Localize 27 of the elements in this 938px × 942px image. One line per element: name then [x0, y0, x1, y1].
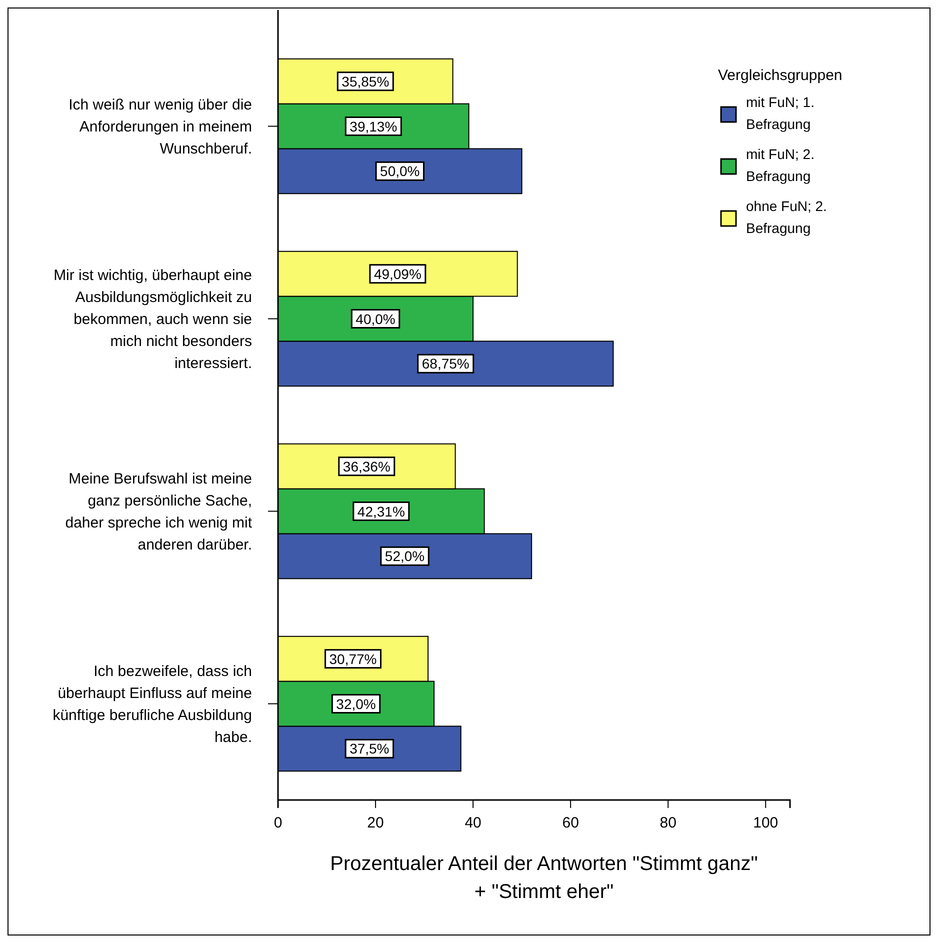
x-axis-title: Prozentualer Anteil der Antworten "Stimmt ganz" + "Stimmt eher" [330, 853, 758, 903]
x-tick-label: 80 [660, 814, 676, 832]
y-tick-label: Ich bezweifele, dass ich überhaupt Einfluss auf meine künftige berufliche Ausbildung habe. [52, 662, 252, 746]
data-label: 30,77% [329, 650, 377, 667]
data-label: 35,85% [342, 73, 390, 90]
data-label: 50,0% [380, 163, 420, 180]
x-tick-label: 40 [464, 814, 482, 832]
data-label: 37,5% [350, 740, 390, 757]
x-tick-label: 20 [367, 814, 384, 832]
legend-label: mit FuN; 1. Befragung [746, 94, 814, 132]
data-label: 39,13% [350, 118, 398, 134]
data-label: 49,09% [374, 266, 422, 282]
y-tick-label: Ich weiß nur wenig über die Anforderungen in meinem Wunschberuf. [68, 96, 252, 158]
data-label: 52,0% [384, 548, 425, 564]
legend-label: ohne FuN; 2. Befragung [746, 198, 827, 236]
data-label: 40,0% [356, 310, 396, 327]
x-tick-label: 60 [562, 814, 579, 832]
y-tick-label: Mir ist wichtig, überhaupt eine Ausbildungsmöglichkeit zu bekommen, auch wenn sie mich nicht besonders interessiert. [54, 266, 252, 372]
x-tick-label: 0 [274, 814, 282, 832]
data-label: 42,31% [357, 503, 405, 520]
legend-label: mit FuN; 2. Befragung [746, 146, 814, 184]
legend-title: Vergleichsgruppen [718, 67, 842, 84]
x-tick-label: 100 [753, 814, 778, 832]
y-tick-label: Meine Berufswahl ist meine ganz persönliche Sache, daher spreche ich wenig mit anderen darüber. [65, 470, 253, 554]
data-label: 36,36% [342, 458, 390, 474]
data-label: 68,75% [422, 356, 470, 372]
data-label: 32,0% [336, 696, 376, 712]
